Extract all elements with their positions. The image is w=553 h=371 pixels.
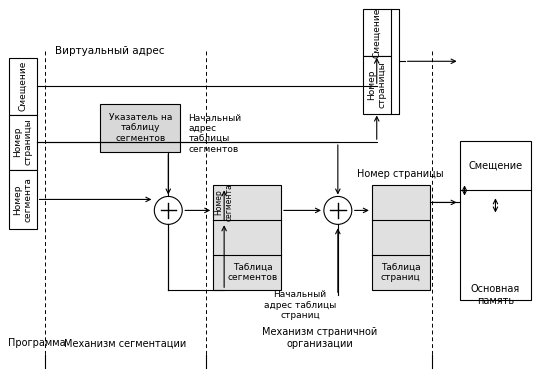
Text: Указатель на
таблицу
сегментов: Указатель на таблицу сегментов [108, 113, 172, 142]
Bar [363, 9, 391, 56]
Bar [9, 115, 36, 170]
Circle shape [154, 196, 182, 224]
Text: Таблица
страниц: Таблица страниц [381, 263, 420, 282]
Text: Механизм сегментации: Механизм сегментации [64, 338, 186, 348]
Bar [9, 58, 36, 115]
Text: Смещение: Смещение [18, 61, 27, 111]
Text: Смещение: Смещение [372, 7, 381, 58]
Bar [363, 56, 391, 114]
Bar [101, 104, 180, 151]
Text: Смещение: Смещение [468, 161, 523, 171]
Text: Таблица
сегментов: Таблица сегментов [228, 263, 278, 282]
Text: Основная
память: Основная память [471, 285, 520, 306]
Text: Виртуальный адрес: Виртуальный адрес [55, 46, 164, 56]
Bar [9, 170, 36, 229]
Text: Номер
сегмента: Номер сегмента [215, 184, 234, 221]
Text: Механизм страничной
организации: Механизм страничной организации [262, 327, 378, 349]
Bar [460, 141, 531, 300]
Text: Номер
сегмента: Номер сегмента [13, 177, 32, 222]
Text: Номер
страницы: Номер страницы [13, 119, 32, 165]
Bar [213, 186, 281, 290]
Text: Начальный
адрес
таблицы
сегментов: Начальный адрес таблицы сегментов [188, 114, 241, 154]
Circle shape [324, 196, 352, 224]
Text: Начальный
адрес таблицы
страниц: Начальный адрес таблицы страниц [264, 290, 336, 320]
Bar [372, 186, 430, 290]
Text: Номер
страницы: Номер страницы [367, 61, 387, 108]
Text: Программа: Программа [8, 338, 65, 348]
Text: Номер страницы: Номер страницы [357, 170, 444, 180]
